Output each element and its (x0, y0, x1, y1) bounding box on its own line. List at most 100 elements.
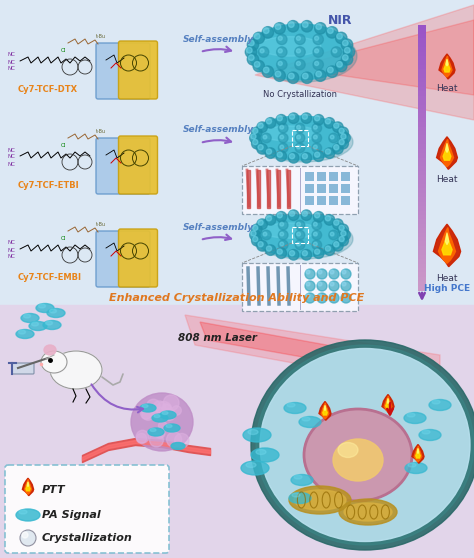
Circle shape (341, 231, 346, 236)
Circle shape (316, 71, 321, 77)
Bar (418, 166, 426, 171)
Bar (418, 246, 426, 251)
Bar (418, 118, 426, 123)
Circle shape (313, 222, 317, 226)
Circle shape (247, 54, 259, 65)
Circle shape (277, 116, 283, 121)
Bar (418, 254, 426, 259)
Circle shape (315, 23, 326, 34)
Polygon shape (386, 399, 390, 408)
Circle shape (329, 281, 339, 291)
Circle shape (277, 59, 287, 70)
Ellipse shape (21, 314, 39, 323)
Ellipse shape (241, 461, 269, 475)
Circle shape (340, 133, 350, 143)
Polygon shape (416, 449, 420, 458)
Text: NC: NC (8, 254, 16, 259)
Circle shape (288, 113, 299, 123)
Text: NC: NC (8, 147, 16, 152)
Circle shape (262, 133, 271, 143)
Circle shape (278, 230, 288, 240)
Circle shape (312, 220, 321, 230)
Ellipse shape (260, 349, 470, 541)
Ellipse shape (16, 509, 40, 521)
Circle shape (330, 232, 334, 236)
Ellipse shape (140, 404, 156, 412)
Circle shape (276, 114, 287, 125)
Ellipse shape (24, 314, 30, 318)
Bar (418, 268, 426, 273)
Circle shape (289, 22, 294, 27)
Circle shape (334, 123, 339, 128)
Bar (418, 210, 426, 215)
Ellipse shape (29, 321, 47, 330)
Circle shape (274, 23, 285, 34)
Bar (418, 30, 426, 35)
Circle shape (257, 219, 267, 229)
Text: High PCE: High PCE (424, 284, 470, 293)
Ellipse shape (19, 510, 27, 514)
Text: Cy7-TCF-ETBI: Cy7-TCF-ETBI (18, 180, 80, 190)
Circle shape (302, 22, 308, 27)
Ellipse shape (31, 322, 38, 326)
Circle shape (330, 270, 334, 274)
Ellipse shape (166, 425, 172, 427)
FancyBboxPatch shape (96, 43, 150, 99)
FancyBboxPatch shape (341, 196, 350, 205)
Circle shape (264, 28, 269, 33)
Circle shape (276, 211, 287, 222)
Circle shape (254, 33, 260, 39)
Circle shape (318, 270, 322, 274)
Bar (418, 281, 426, 286)
FancyBboxPatch shape (341, 184, 350, 193)
Circle shape (264, 67, 269, 73)
Circle shape (327, 66, 338, 78)
Circle shape (337, 61, 342, 67)
Circle shape (258, 145, 263, 150)
Text: NIR: NIR (328, 14, 352, 27)
Circle shape (254, 61, 260, 67)
Circle shape (155, 429, 165, 438)
Circle shape (266, 149, 272, 154)
Bar (418, 242, 426, 246)
Text: Self-assembly: Self-assembly (182, 35, 254, 44)
Ellipse shape (302, 417, 310, 421)
Polygon shape (387, 398, 389, 403)
Text: PTT: PTT (42, 485, 65, 495)
Circle shape (338, 127, 348, 138)
Text: t-Bu: t-Bu (96, 129, 106, 134)
Polygon shape (417, 448, 419, 454)
Bar (0, 305, 474, 558)
Ellipse shape (284, 402, 306, 413)
Circle shape (253, 60, 264, 72)
Bar (418, 148, 426, 153)
Circle shape (313, 242, 317, 246)
Circle shape (295, 47, 305, 57)
Circle shape (163, 395, 179, 411)
Bar (418, 259, 426, 264)
Bar (418, 272, 426, 277)
Circle shape (342, 40, 348, 46)
Circle shape (330, 282, 334, 286)
Text: Self-assembly: Self-assembly (182, 126, 254, 134)
Bar (418, 56, 426, 61)
Bar (418, 233, 426, 238)
FancyBboxPatch shape (317, 172, 326, 181)
Ellipse shape (164, 424, 180, 432)
Circle shape (162, 403, 171, 413)
Circle shape (314, 116, 320, 121)
Circle shape (305, 269, 315, 279)
Circle shape (262, 27, 273, 38)
Circle shape (341, 281, 351, 291)
Circle shape (257, 122, 267, 132)
Circle shape (172, 406, 182, 415)
Circle shape (276, 248, 287, 258)
Circle shape (280, 222, 283, 226)
Circle shape (341, 293, 351, 303)
Ellipse shape (287, 403, 295, 407)
Circle shape (318, 294, 322, 298)
Circle shape (297, 242, 301, 246)
Ellipse shape (171, 442, 185, 450)
Circle shape (338, 224, 348, 235)
Polygon shape (437, 137, 457, 169)
